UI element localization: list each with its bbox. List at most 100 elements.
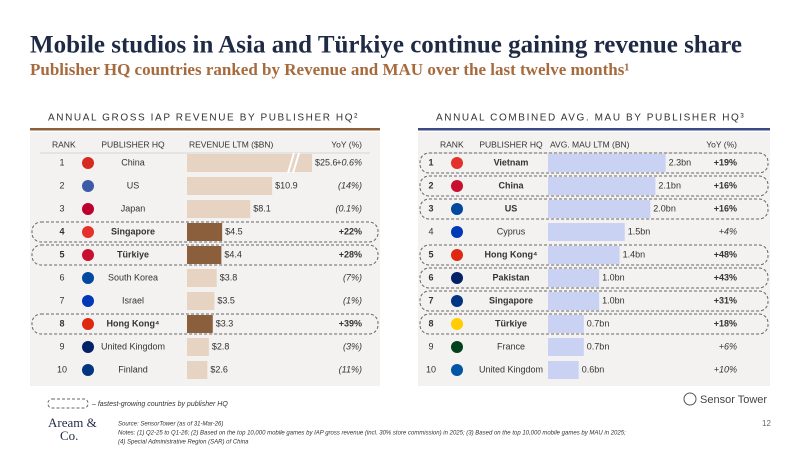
publisher-hq: France bbox=[497, 341, 525, 351]
highlight-outline bbox=[419, 152, 769, 174]
column-header: AVG. MAU LTM (BN) bbox=[550, 139, 630, 149]
bar bbox=[187, 269, 217, 287]
bar bbox=[548, 338, 584, 356]
publisher-hq: Japan bbox=[121, 203, 146, 213]
flag bbox=[82, 249, 94, 261]
publisher-hq: Cyprus bbox=[497, 226, 526, 236]
yoy: +22% bbox=[339, 226, 362, 236]
rank: 8 bbox=[59, 318, 64, 328]
logo: Co. bbox=[60, 428, 78, 443]
section-title: ANNUAL COMBINED AVG. MAU BY PUBLISHER HQ… bbox=[436, 113, 745, 124]
publisher-hq: United Kingdom bbox=[101, 341, 165, 351]
yoy: (1%) bbox=[343, 295, 362, 305]
yoy: +16% bbox=[714, 203, 737, 213]
subtitle: Publisher HQ countries ranked by Revenue… bbox=[30, 60, 629, 79]
yoy: +4% bbox=[719, 226, 737, 236]
rank: 2 bbox=[428, 180, 433, 190]
yoy: +6% bbox=[719, 341, 737, 351]
brand-icon bbox=[683, 392, 697, 406]
rank: 5 bbox=[428, 249, 433, 259]
value-label: $10.9 bbox=[275, 180, 298, 190]
flag bbox=[451, 180, 463, 192]
value-label: 0.6bn bbox=[582, 364, 605, 374]
value-label: 1.0bn bbox=[602, 295, 625, 305]
bar bbox=[548, 177, 656, 195]
rank: 9 bbox=[428, 341, 433, 351]
bar bbox=[548, 223, 625, 241]
rank: 3 bbox=[59, 203, 64, 213]
flag bbox=[82, 272, 94, 284]
yoy: +48% bbox=[714, 249, 737, 259]
section-title: ANNUAL GROSS IAP REVENUE BY PUBLISHER HQ… bbox=[48, 113, 359, 124]
bar bbox=[187, 361, 208, 379]
highlight-outline bbox=[31, 244, 379, 266]
bar bbox=[187, 246, 222, 264]
logo: Aream & bbox=[48, 415, 97, 430]
bar bbox=[548, 200, 651, 218]
yoy: +16% bbox=[714, 180, 737, 190]
rank: 7 bbox=[428, 295, 433, 305]
publisher-hq: Singapore bbox=[111, 226, 155, 236]
publisher-hq: US bbox=[505, 203, 518, 213]
column-header: RANK bbox=[52, 139, 76, 149]
value-label: 2.0bn bbox=[653, 203, 676, 213]
publisher-hq: US bbox=[127, 180, 140, 190]
column-header: REVENUE LTM ($BN) bbox=[189, 139, 274, 149]
value-label: $3.5 bbox=[217, 295, 235, 305]
bar bbox=[548, 292, 600, 310]
rank: 8 bbox=[428, 318, 433, 328]
rank: 5 bbox=[59, 249, 64, 259]
title: Mobile studios in Asia and Türkiye conti… bbox=[30, 32, 742, 59]
value-label: 1.0bn bbox=[602, 272, 625, 282]
value-label: 2.3bn bbox=[669, 157, 692, 167]
publisher-hq: Singapore bbox=[489, 295, 533, 305]
bar bbox=[187, 154, 312, 172]
highlight-outline bbox=[419, 198, 769, 220]
publisher-hq: China bbox=[498, 180, 524, 190]
highlight-outline bbox=[419, 290, 769, 312]
bar bbox=[187, 315, 213, 333]
bar bbox=[548, 315, 584, 333]
publisher-hq: Vietnam bbox=[494, 157, 529, 167]
publisher-hq: Hong Kong⁴ bbox=[485, 249, 538, 259]
value-label: $2.6 bbox=[210, 364, 228, 374]
rank: 10 bbox=[57, 364, 67, 374]
column-header: PUBLISHER HQ bbox=[479, 139, 543, 149]
axis-break bbox=[292, 152, 300, 174]
flag bbox=[82, 295, 94, 307]
bar bbox=[548, 269, 600, 287]
bar bbox=[548, 246, 620, 264]
publisher-hq: China bbox=[121, 157, 145, 167]
flag bbox=[82, 203, 94, 215]
value-label: $3.8 bbox=[220, 272, 238, 282]
value-label: $2.8 bbox=[212, 341, 230, 351]
column-header: YoY (%) bbox=[706, 139, 737, 149]
highlight-outline bbox=[419, 313, 769, 335]
flag bbox=[451, 249, 463, 261]
flag bbox=[451, 295, 463, 307]
flag bbox=[451, 226, 463, 238]
yoy: +39% bbox=[339, 318, 362, 328]
bar bbox=[187, 292, 215, 310]
legend-note: – fastest-growing countries by publisher… bbox=[91, 401, 228, 408]
rank: 2 bbox=[59, 180, 64, 190]
section-rule bbox=[418, 128, 770, 131]
note: (4) Special Administrative Region (SAR) … bbox=[118, 440, 249, 446]
page-number: 12 bbox=[762, 419, 771, 428]
yoy: (11%) bbox=[339, 364, 362, 374]
bar bbox=[187, 177, 273, 195]
bar bbox=[187, 223, 223, 241]
highlight-outline bbox=[419, 244, 769, 266]
value-label: $25.6 bbox=[315, 157, 338, 167]
column-header: RANK bbox=[440, 139, 464, 149]
flag bbox=[451, 203, 463, 215]
rank: 10 bbox=[426, 364, 436, 374]
value-label: 1.5bn bbox=[628, 226, 651, 236]
flag bbox=[451, 318, 463, 330]
flag bbox=[82, 157, 94, 169]
publisher-hq: United Kingdom bbox=[479, 364, 543, 374]
yoy: +19% bbox=[714, 157, 737, 167]
note: Notes: (1) Q2-25 to Q1-26; (2) Based on … bbox=[118, 431, 626, 437]
rank: 3 bbox=[428, 203, 433, 213]
